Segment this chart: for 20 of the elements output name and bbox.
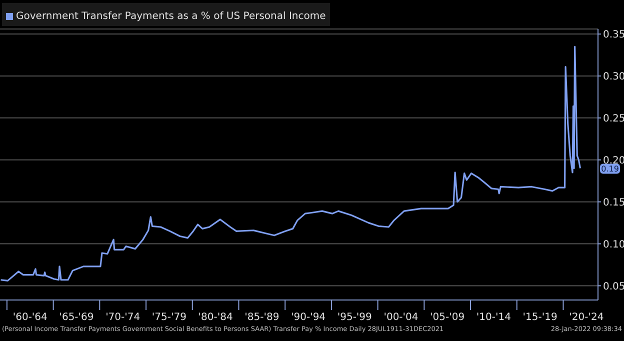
- y-tick-label: 0.35: [603, 30, 624, 41]
- y-tick-label: 0.25: [603, 113, 624, 124]
- x-tick-label: '65-'69: [59, 312, 94, 323]
- y-tick-label: 0.05: [603, 281, 624, 292]
- x-tick-label: '90-'94: [290, 312, 326, 323]
- x-tick-label: '15-'19: [522, 312, 558, 323]
- x-tick-label: '00-'04: [384, 312, 418, 323]
- y-tick-label: 0.15: [603, 197, 624, 208]
- x-tick-label: '80-'84: [198, 312, 233, 323]
- x-tick-label: '70-'74: [106, 312, 140, 323]
- x-tick-label: '75-'79: [152, 312, 186, 323]
- x-tick-label: '85-'89: [244, 312, 280, 323]
- annotation: 0.19: [601, 164, 619, 174]
- x-tick-label: '95-'99: [337, 312, 372, 323]
- x-tick-label: '60-'64: [12, 312, 48, 323]
- legend-label: Government Transfer Payments as a % of US Personal Income: [15, 11, 326, 22]
- x-tick-label: '05-'09: [430, 312, 465, 323]
- x-tick-label: '10-'14: [476, 312, 511, 323]
- x-tick-label: '20-'24: [569, 312, 604, 323]
- line-series: [0, 46, 582, 282]
